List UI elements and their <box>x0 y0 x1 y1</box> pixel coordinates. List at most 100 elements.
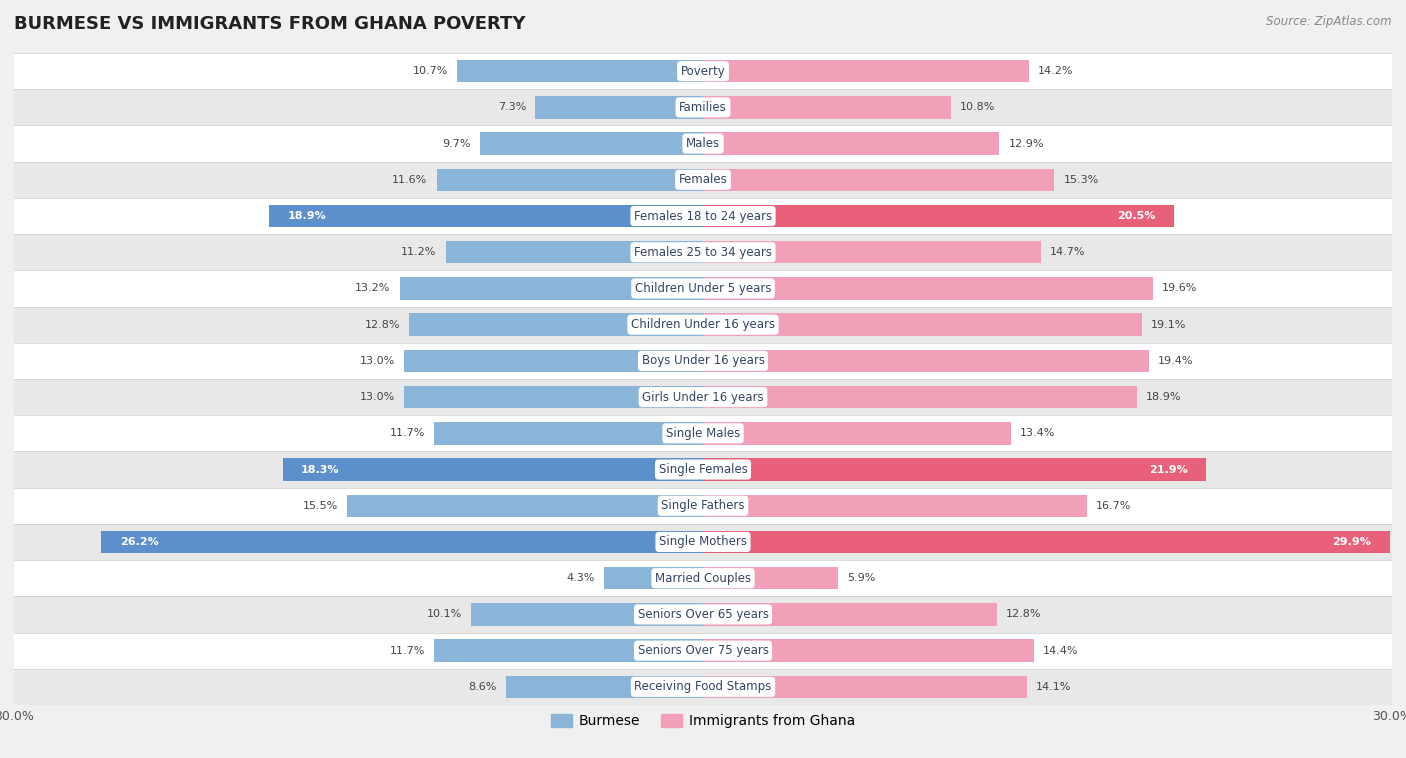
Bar <box>471 603 703 625</box>
Text: Families: Families <box>679 101 727 114</box>
Text: 5.9%: 5.9% <box>848 573 876 583</box>
FancyBboxPatch shape <box>14 452 1392 487</box>
Text: 14.7%: 14.7% <box>1050 247 1085 257</box>
Bar <box>399 277 703 299</box>
Bar <box>434 640 703 662</box>
FancyBboxPatch shape <box>14 487 1392 524</box>
Text: 15.3%: 15.3% <box>1063 175 1099 185</box>
FancyBboxPatch shape <box>14 161 1392 198</box>
Bar <box>703 640 1033 662</box>
Text: 14.2%: 14.2% <box>1038 66 1074 76</box>
Bar <box>703 60 1029 83</box>
Bar <box>605 567 703 590</box>
Bar <box>434 422 703 444</box>
Text: 15.5%: 15.5% <box>302 501 337 511</box>
Bar <box>405 349 703 372</box>
Bar <box>703 494 1087 517</box>
Bar <box>703 567 838 590</box>
FancyBboxPatch shape <box>14 524 1392 560</box>
Bar <box>703 96 950 118</box>
FancyBboxPatch shape <box>14 415 1392 452</box>
Bar <box>347 494 703 517</box>
Text: Single Mothers: Single Mothers <box>659 535 747 549</box>
Text: 10.8%: 10.8% <box>960 102 995 112</box>
Bar <box>481 133 703 155</box>
Text: 14.1%: 14.1% <box>1036 682 1071 692</box>
Bar <box>409 314 703 336</box>
Text: 12.9%: 12.9% <box>1008 139 1043 149</box>
Text: Females 25 to 34 years: Females 25 to 34 years <box>634 246 772 258</box>
Text: Poverty: Poverty <box>681 64 725 77</box>
Bar <box>703 603 997 625</box>
Text: Single Females: Single Females <box>658 463 748 476</box>
Text: Source: ZipAtlas.com: Source: ZipAtlas.com <box>1267 15 1392 28</box>
Text: Seniors Over 75 years: Seniors Over 75 years <box>637 644 769 657</box>
Bar <box>703 277 1153 299</box>
FancyBboxPatch shape <box>14 560 1392 597</box>
Bar <box>536 96 703 118</box>
Bar <box>703 531 1389 553</box>
FancyBboxPatch shape <box>14 669 1392 705</box>
FancyBboxPatch shape <box>14 271 1392 306</box>
Text: 18.9%: 18.9% <box>1146 392 1181 402</box>
FancyBboxPatch shape <box>14 597 1392 632</box>
Text: 14.4%: 14.4% <box>1043 646 1078 656</box>
Bar <box>446 241 703 264</box>
FancyBboxPatch shape <box>14 379 1392 415</box>
FancyBboxPatch shape <box>14 198 1392 234</box>
Text: 12.8%: 12.8% <box>1007 609 1042 619</box>
Bar <box>703 168 1054 191</box>
Text: 21.9%: 21.9% <box>1149 465 1188 475</box>
FancyBboxPatch shape <box>14 632 1392 669</box>
Text: Receiving Food Stamps: Receiving Food Stamps <box>634 681 772 694</box>
Text: Females: Females <box>679 174 727 186</box>
Text: 10.7%: 10.7% <box>413 66 449 76</box>
Bar <box>703 205 1174 227</box>
Text: Children Under 5 years: Children Under 5 years <box>634 282 772 295</box>
Bar <box>269 205 703 227</box>
Text: 11.2%: 11.2% <box>401 247 437 257</box>
Text: 13.4%: 13.4% <box>1019 428 1056 438</box>
Text: 8.6%: 8.6% <box>468 682 496 692</box>
Text: 7.3%: 7.3% <box>498 102 526 112</box>
Text: 29.9%: 29.9% <box>1333 537 1371 547</box>
FancyBboxPatch shape <box>14 234 1392 271</box>
Text: 13.0%: 13.0% <box>360 356 395 366</box>
Text: Single Fathers: Single Fathers <box>661 500 745 512</box>
Text: Males: Males <box>686 137 720 150</box>
Text: Single Males: Single Males <box>666 427 740 440</box>
Bar <box>703 459 1206 481</box>
Bar <box>703 133 1000 155</box>
Text: Girls Under 16 years: Girls Under 16 years <box>643 390 763 403</box>
Text: 18.9%: 18.9% <box>287 211 326 221</box>
Bar <box>703 386 1137 409</box>
Bar <box>703 675 1026 698</box>
Bar <box>703 314 1142 336</box>
Text: 19.6%: 19.6% <box>1163 283 1198 293</box>
Text: BURMESE VS IMMIGRANTS FROM GHANA POVERTY: BURMESE VS IMMIGRANTS FROM GHANA POVERTY <box>14 15 526 33</box>
FancyBboxPatch shape <box>14 306 1392 343</box>
FancyBboxPatch shape <box>14 53 1392 89</box>
FancyBboxPatch shape <box>14 343 1392 379</box>
Text: 9.7%: 9.7% <box>443 139 471 149</box>
Text: Seniors Over 65 years: Seniors Over 65 years <box>637 608 769 621</box>
Text: 10.1%: 10.1% <box>426 609 461 619</box>
FancyBboxPatch shape <box>14 126 1392 161</box>
Bar <box>101 531 703 553</box>
Bar <box>283 459 703 481</box>
Text: 11.6%: 11.6% <box>392 175 427 185</box>
Text: 11.7%: 11.7% <box>389 646 425 656</box>
Text: Children Under 16 years: Children Under 16 years <box>631 318 775 331</box>
Text: 12.8%: 12.8% <box>364 320 399 330</box>
Bar <box>506 675 703 698</box>
Text: 13.0%: 13.0% <box>360 392 395 402</box>
Text: Boys Under 16 years: Boys Under 16 years <box>641 355 765 368</box>
Bar <box>703 349 1149 372</box>
Bar <box>457 60 703 83</box>
Bar <box>703 422 1011 444</box>
Bar <box>703 241 1040 264</box>
Bar <box>437 168 703 191</box>
Text: Married Couples: Married Couples <box>655 572 751 584</box>
FancyBboxPatch shape <box>14 89 1392 126</box>
Text: 26.2%: 26.2% <box>120 537 159 547</box>
